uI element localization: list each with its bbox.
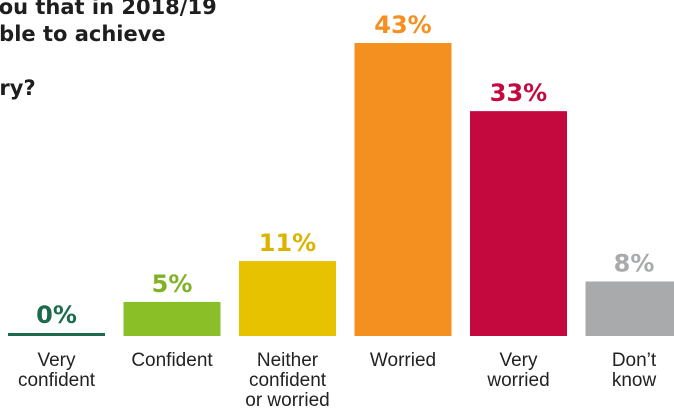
bar <box>585 281 674 336</box>
bar <box>123 301 221 336</box>
value-label: 8% <box>614 249 655 277</box>
category-label-line: know <box>612 370 657 391</box>
bar <box>239 261 336 336</box>
category-label-line: worried <box>486 370 549 391</box>
category-label-line: confident <box>249 370 327 391</box>
category-label: Very worried <box>486 350 549 391</box>
category-label-line: Very <box>499 350 538 371</box>
value-label: 33% <box>490 79 547 107</box>
category-label-line: or worried <box>245 390 329 411</box>
chart-title: …you that in 2018/19 …able to achieve …e… <box>0 0 217 100</box>
category-label-line: confident <box>18 370 96 391</box>
bar <box>8 333 105 336</box>
category-label: Neither confident or worried <box>245 350 329 411</box>
bar <box>354 43 452 336</box>
category-label-line: Don’t <box>612 350 657 371</box>
category-label: Worried <box>370 350 436 371</box>
category-label-line: Neither <box>257 350 319 371</box>
category-label-line: Worried <box>370 350 436 371</box>
value-label: 5% <box>152 270 193 298</box>
value-label: 43% <box>374 11 431 39</box>
category-label: Very confident <box>18 350 96 391</box>
bar <box>470 111 567 337</box>
value-label: 11% <box>259 229 316 257</box>
category-label: Don’t know <box>612 350 657 391</box>
category-label-line: Very <box>37 350 76 371</box>
category-label-line: Confident <box>131 350 213 371</box>
category-label: Confident <box>131 350 213 371</box>
value-label: 0% <box>36 301 77 329</box>
